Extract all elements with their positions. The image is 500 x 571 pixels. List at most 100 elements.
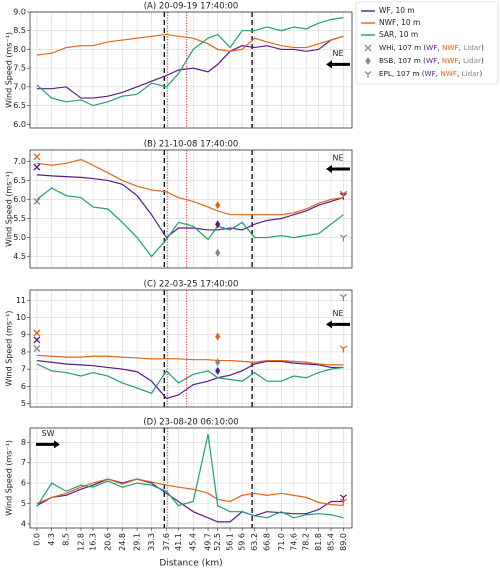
wind-arrow-head xyxy=(326,165,332,174)
y-tick-label: 8 xyxy=(21,438,26,447)
marker-tri xyxy=(339,498,347,506)
y-tick-label: 5 xyxy=(21,399,26,408)
legend-label-part: NWF xyxy=(440,69,457,78)
series-line xyxy=(36,33,344,56)
x-tick-label: 16.3 xyxy=(89,533,98,551)
x-tick-label: 89.0 xyxy=(339,533,348,551)
series-line xyxy=(36,17,344,107)
x-tick-label: 56.1 xyxy=(226,533,235,551)
wind-label: SW xyxy=(42,429,55,438)
y-axis-label: Wind Speed (ms⁻¹) xyxy=(5,171,14,247)
x-tick-label: 33.3 xyxy=(147,533,156,551)
x-tick-label: 24.8 xyxy=(118,533,127,551)
legend-label-part: NWF xyxy=(442,56,459,65)
x-tick-label: 29.1 xyxy=(133,533,142,551)
marker-diamond xyxy=(215,201,221,210)
marker-x xyxy=(33,153,41,161)
marker-tri xyxy=(339,190,347,198)
y-tick-label: 8 xyxy=(21,347,26,356)
legend-label: NWF, 10 m xyxy=(379,18,420,27)
legend-label-part: WF xyxy=(426,43,437,52)
x-tick-label: 49.7 xyxy=(204,533,213,551)
series-line xyxy=(36,35,344,99)
marker-diamond xyxy=(215,358,221,367)
marker-x xyxy=(33,329,41,337)
y-tick-label: 9.0 xyxy=(13,8,26,17)
wind-arrow-head xyxy=(326,320,332,329)
wind-label: NE xyxy=(332,309,343,318)
y-tick-label: 6.0 xyxy=(13,195,26,204)
legend-label-part: , xyxy=(459,43,464,52)
marker-x xyxy=(33,197,41,205)
legend-label-part: ) xyxy=(480,69,483,78)
y-tick-label: 5.0 xyxy=(13,233,26,242)
legend-label: EPL, 107 m (WF, NWF, Lidar) xyxy=(379,69,483,78)
panel-title: (D) 23-08-20 06:10:00 xyxy=(143,418,238,428)
marker-x xyxy=(364,44,372,52)
x-tick-label: 66.8 xyxy=(262,533,271,551)
series-line xyxy=(36,478,344,523)
series-line xyxy=(36,359,344,400)
legend-label-part: Lidar xyxy=(462,69,480,78)
y-tick-label: 7.0 xyxy=(13,82,26,91)
legend-label: SAR, 10 m xyxy=(379,30,418,39)
x-tick-label: 63.2 xyxy=(250,533,259,551)
y-tick-label: 6.5 xyxy=(13,176,26,185)
plot-frame xyxy=(29,289,353,408)
legend-label-part: WF xyxy=(425,69,436,78)
series-line xyxy=(36,354,344,366)
marker-diamond xyxy=(215,248,221,257)
x-tick-label: 41.1 xyxy=(174,533,183,551)
plot-frame xyxy=(29,11,353,129)
x-tick-label: 4.3 xyxy=(47,533,56,546)
y-tick-label: 7 xyxy=(21,458,26,467)
marker-tri xyxy=(339,234,347,242)
y-tick-label: 7.0 xyxy=(13,157,26,166)
y-axis-label: Wind Speed (ms⁻¹) xyxy=(5,440,14,516)
marker-diamond xyxy=(365,57,371,65)
y-tick-label: 7.5 xyxy=(13,64,26,73)
wind-label: NE xyxy=(332,49,343,58)
y-tick-label: 9 xyxy=(21,330,26,339)
x-tick-label: 8.5 xyxy=(62,533,71,546)
legend-label-part: , xyxy=(436,69,441,78)
panel-title: (A) 20-09-19 17:40:00 xyxy=(144,2,239,12)
wind-arrow-head xyxy=(54,440,60,449)
wind-arrow-head xyxy=(326,60,332,69)
legend-label-part: EPL, 107 m ( xyxy=(379,69,425,78)
x-tick-label: 52.5 xyxy=(213,533,222,551)
y-tick-label: 7 xyxy=(21,365,26,374)
x-tick-label: 12.8 xyxy=(76,533,85,551)
marker-tri xyxy=(364,70,372,78)
marker-x xyxy=(33,345,41,352)
marker-tri xyxy=(339,345,347,353)
legend-label-part: , xyxy=(458,56,463,65)
x-tick-label: 85.4 xyxy=(326,533,335,551)
legend-label-part: WHi, 107 m ( xyxy=(379,43,426,52)
legend-label-part: Lidar xyxy=(463,43,481,52)
series-line xyxy=(36,478,344,507)
y-tick-label: 6 xyxy=(21,382,26,391)
marker-x xyxy=(33,163,41,171)
marker-x xyxy=(33,336,41,344)
legend-label-part: Lidar xyxy=(463,56,481,65)
x-tick-label: 20.6 xyxy=(103,533,112,551)
y-tick-label: 5 xyxy=(21,499,26,508)
legend-label-part: , xyxy=(457,69,462,78)
y-tick-label: 8.5 xyxy=(13,26,26,35)
legend-label-part: WF xyxy=(426,56,437,65)
y-tick-label: 8.0 xyxy=(13,45,26,54)
x-tick-label: 0.0 xyxy=(32,533,41,546)
legend-label-part: , xyxy=(437,43,442,52)
legend-label: WF, 10 m xyxy=(379,6,415,15)
y-tick-label: 4.5 xyxy=(13,252,26,261)
x-tick-label: 37.6 xyxy=(162,533,171,551)
legend-label: BSB, 107 m (WF, NWF, Lidar) xyxy=(379,56,484,65)
x-tick-label: 74.6 xyxy=(289,533,298,551)
x-axis-label: Distance (km) xyxy=(159,559,222,569)
plot-frame xyxy=(29,427,353,529)
series-line xyxy=(36,433,344,519)
series-line xyxy=(36,174,344,239)
y-tick-label: 6.0 xyxy=(13,120,26,129)
